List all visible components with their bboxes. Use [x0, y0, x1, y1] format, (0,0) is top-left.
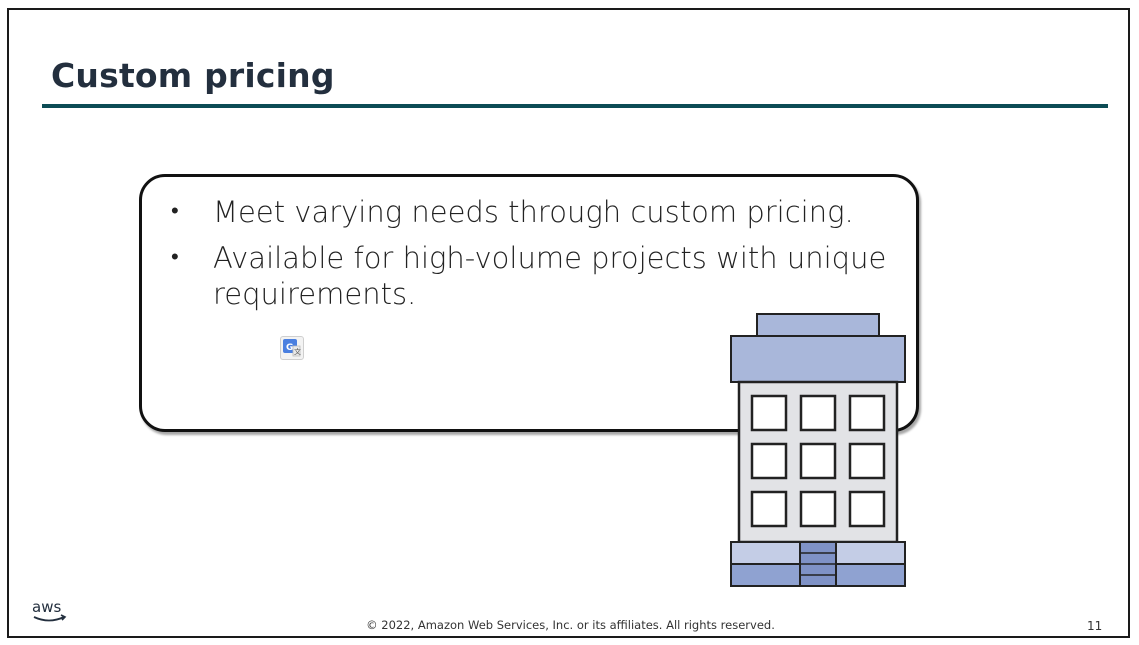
bullet-item: • Available for high-volume projects with… — [171, 241, 887, 311]
copyright-footer: © 2022, Amazon Web Services, Inc. or its… — [366, 618, 775, 632]
translate-icon[interactable]: G 文 — [280, 336, 304, 360]
slide: Custom pricing • Meet varying needs throu… — [7, 8, 1130, 638]
bullet-item: • Meet varying needs through custom prici… — [171, 195, 854, 229]
svg-text:aws: aws — [32, 598, 61, 616]
page-number: 11 — [1087, 619, 1103, 633]
svg-text:文: 文 — [294, 347, 301, 356]
bullet-list: • Meet varying needs through custom prici… — [167, 194, 887, 322]
aws-logo: aws — [31, 598, 71, 630]
slide-title: Custom pricing — [51, 56, 335, 95]
office-building-icon — [730, 312, 910, 592]
title-divider — [42, 104, 1108, 108]
svg-text:G: G — [286, 343, 293, 353]
